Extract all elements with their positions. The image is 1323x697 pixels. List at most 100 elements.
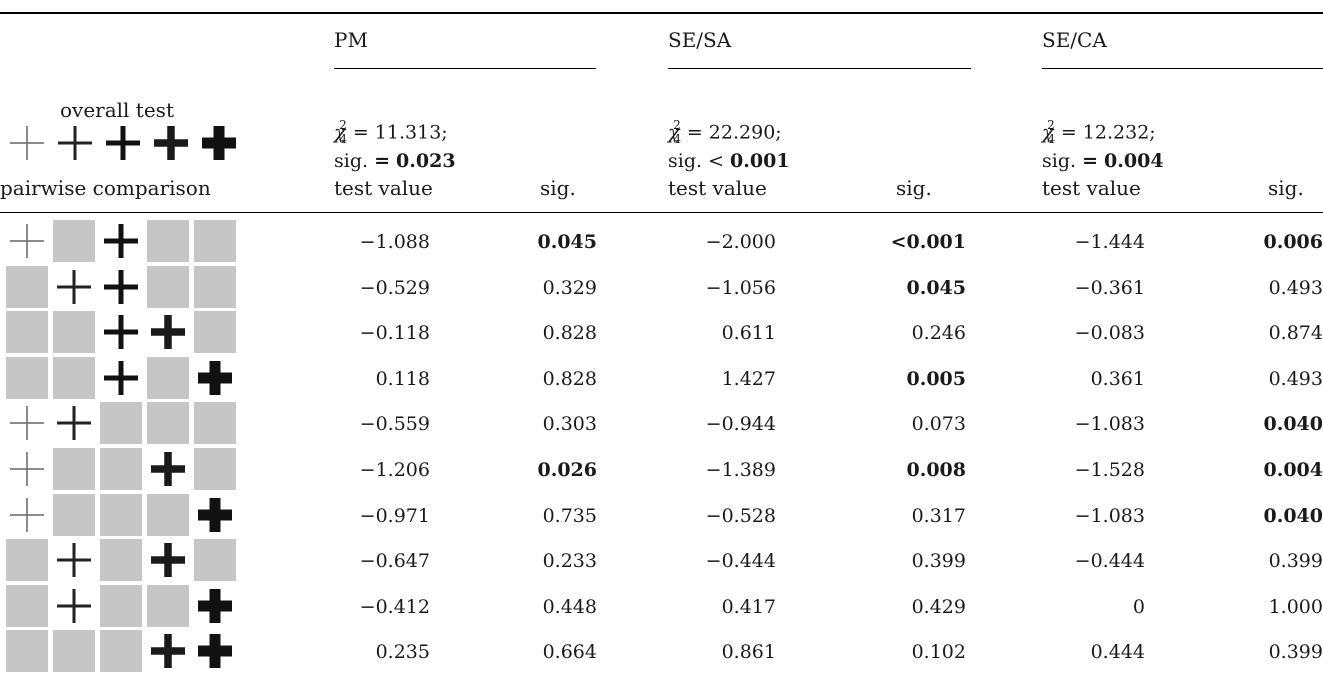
glyph-cell-empty [147,220,189,262]
pm-underline [334,68,596,69]
cross-icon [104,269,138,304]
glyph-cell-empty [6,265,48,308]
glyph-cell-empty [147,356,189,399]
seca-overall-stat: χ42 = 12.232; sig. = 0.004 [1042,118,1164,173]
pm-sig-cell: 0.735 [542,504,597,527]
seca-test-value-cell: −0.361 [1074,276,1145,299]
glyph-cell-empty [100,539,142,582]
glyph-cell-empty [6,539,48,582]
seca-test-value-cell: 0.444 [1090,641,1145,664]
sesa-sig-cell: 0.429 [911,595,966,618]
cross-icon [10,126,44,160]
glyph-cell-active [6,220,48,262]
overall-glyph [102,122,144,164]
glyph-cell-active [53,402,95,445]
glyph-cell-empty [100,493,142,536]
glyph-cell-empty [194,311,236,354]
cross-icon [154,126,188,160]
sesa-test-value-cell: 1.427 [721,367,776,390]
pairwise-glyph-strip [6,493,236,536]
sesa-sig-cell: 0.045 [906,276,967,299]
cross-icon [104,315,138,350]
sesa-sig-cell: 0.317 [911,504,966,527]
pairwise-comparison-header: pairwise comparison [0,176,211,200]
pm-sig-cell: 0.026 [537,459,598,481]
cross-icon [57,543,91,578]
cross-icon [151,634,185,669]
pairwise-glyph-strip [6,402,236,445]
sesa-test-value-cell: −0.444 [705,550,776,573]
glyph-cell-active [53,584,95,627]
cross-icon [151,315,185,350]
seca-sig-cell: 0.006 [1263,231,1323,253]
seca-sig-header: sig. [1268,176,1304,200]
cross-icon [104,224,138,258]
pairwise-glyph-strip [6,356,236,399]
pm-test-value-cell: −0.647 [359,550,430,573]
glyph-cell-active [147,448,189,490]
glyph-cell-active [100,356,142,399]
overall-glyph [54,122,96,164]
sesa-sig-cell: 0.008 [906,459,967,481]
glyph-cell-empty [53,630,95,673]
sesa-test-value-cell: 0.861 [721,641,776,664]
seca-test-value-cell: −0.444 [1074,550,1145,573]
glyph-cell-active [194,493,236,536]
glyph-cell-empty [100,402,142,445]
overall-glyph-strip [6,122,240,164]
sesa-sig-cell: 0.005 [906,367,967,390]
pairwise-glyph-strip [6,448,236,490]
glyph-cell-active [6,402,48,445]
seca-test-value-cell: −1.083 [1074,504,1145,527]
cross-icon [198,588,232,623]
sesa-overall-stat: χ42 = 22.290; sig. < 0.001 [668,118,790,173]
seca-test-value-cell: −1.083 [1074,413,1145,436]
glyph-cell-empty [53,493,95,536]
glyph-cell-active [53,539,95,582]
seca-header: SE/CA [1042,28,1107,52]
glyph-cell-empty [6,630,48,673]
cross-icon [57,269,91,304]
sesa-test-value-cell: −2.000 [705,231,776,253]
pm-test-value-cell: −0.412 [359,595,430,618]
cross-icon [151,543,185,578]
cross-icon [57,406,91,441]
pm-sig-cell: 0.045 [537,231,598,253]
seca-test-value-cell: −1.528 [1074,459,1145,481]
pm-sig-cell: 0.664 [542,641,597,664]
pm-test-value-cell: −0.529 [359,276,430,299]
pm-header: PM [334,28,368,52]
glyph-cell-empty [147,584,189,627]
pm-test-value-header: test value [334,176,433,200]
pairwise-glyph-strip [6,220,236,262]
sesa-sig-cell: 0.073 [911,413,966,436]
glyph-cell-active [194,356,236,399]
sesa-underline [668,68,971,69]
sesa-sig-cell: <0.001 [890,231,966,253]
pm-overall-stat: χ42 = 11.313; sig. = 0.023 [334,118,456,173]
pairwise-glyph-strip [6,539,236,582]
cross-icon [198,360,232,395]
pm-test-value-cell: 0.235 [375,641,430,664]
seca-sig-cell: 1.000 [1268,595,1323,618]
sesa-test-value-cell: −1.389 [705,459,776,481]
glyph-cell-empty [194,402,236,445]
sesa-sig-cell: 0.246 [911,322,966,345]
glyph-cell-empty [194,448,236,490]
pairwise-glyph-strip [6,630,236,673]
glyph-cell-empty [6,584,48,627]
cross-icon [198,634,232,669]
glyph-cell-empty [53,448,95,490]
glyph-cell-empty [6,311,48,354]
pm-test-value-cell: −0.971 [359,504,430,527]
glyph-cell-active [194,584,236,627]
cross-icon [106,126,140,160]
cross-icon [202,126,236,160]
glyph-cell-empty [194,265,236,308]
cross-icon [10,452,44,486]
overall-test-label: overall test [60,98,174,122]
glyph-cell-empty [53,356,95,399]
pm-test-value-cell: −0.118 [359,322,430,345]
glyph-cell-empty [53,311,95,354]
pairwise-glyph-strip [6,311,236,354]
